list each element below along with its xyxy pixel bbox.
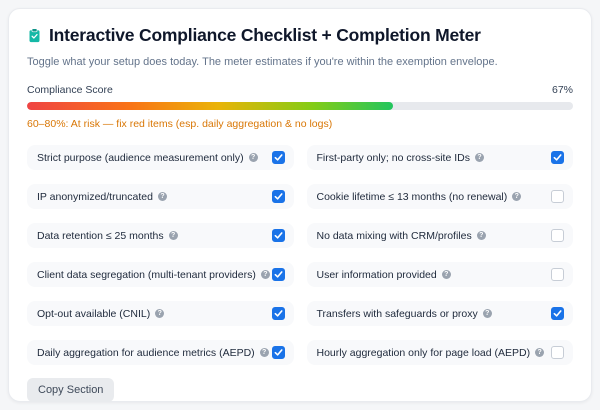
checklist-item[interactable]: Client data segregation (multi-tenant pr… <box>27 262 294 287</box>
meter-fill <box>27 102 393 110</box>
info-icon[interactable]: ? <box>482 309 492 318</box>
checklist-item-label: Cookie lifetime ≤ 13 months (no renewal) <box>316 190 508 203</box>
checklist-item-label: Data retention ≤ 25 months <box>37 229 164 242</box>
copy-section-button[interactable]: Copy Section <box>27 378 115 402</box>
checklist-item-label: User information provided <box>316 268 437 281</box>
clipboard-icon <box>29 28 40 43</box>
checklist-item-label: IP anonymized/truncated <box>37 190 153 203</box>
checklist-item-label: No data mixing with CRM/profiles <box>316 229 472 242</box>
checkbox[interactable] <box>551 229 564 242</box>
checklist-item-label: Daily aggregation for audience metrics (… <box>37 346 255 359</box>
checkbox[interactable] <box>551 190 564 203</box>
meter-value: 67% <box>551 84 573 96</box>
checkbox[interactable] <box>551 307 564 320</box>
info-icon[interactable]: ? <box>168 231 178 240</box>
checklist-item[interactable]: First-party only; no cross-site IDs ? <box>306 145 573 170</box>
info-icon[interactable]: ? <box>260 270 270 279</box>
info-icon[interactable]: ? <box>512 192 522 201</box>
checklist-item-label: Strict purpose (audience measurement onl… <box>37 151 244 164</box>
checklist-item-label: First-party only; no cross-site IDs <box>316 151 470 164</box>
checklist-item-label: Client data segregation (multi-tenant pr… <box>37 268 256 281</box>
checkbox[interactable] <box>551 268 564 281</box>
info-icon[interactable]: ? <box>155 309 165 318</box>
checkbox[interactable] <box>551 346 564 359</box>
info-icon[interactable]: ? <box>441 270 451 279</box>
info-icon[interactable]: ? <box>535 348 545 357</box>
checklist-item[interactable]: No data mixing with CRM/profiles ? <box>306 223 573 248</box>
info-icon[interactable]: ? <box>474 153 484 162</box>
checkbox[interactable] <box>271 268 285 281</box>
checklist-item-label: Opt-out available (CNIL) <box>37 307 151 320</box>
compliance-meter: Compliance Score 67% 60–80%: At risk — f… <box>27 84 573 130</box>
checklist-item[interactable]: User information provided ? <box>306 262 573 287</box>
checkbox[interactable] <box>551 151 564 164</box>
info-icon[interactable]: ? <box>476 231 486 240</box>
info-icon[interactable]: ? <box>259 348 269 357</box>
meter-track <box>27 102 573 110</box>
compliance-card: Interactive Compliance Checklist + Compl… <box>8 8 592 402</box>
checkbox[interactable] <box>271 151 285 164</box>
checkbox[interactable] <box>271 229 285 242</box>
checklist-item[interactable]: Opt-out available (CNIL) ? <box>27 301 294 326</box>
page-subtitle: Toggle what your setup does today. The m… <box>27 56 498 68</box>
checkbox[interactable] <box>271 190 285 203</box>
checklist-item-label: Hourly aggregation only for page load (A… <box>316 346 531 359</box>
checklist-item[interactable]: Cookie lifetime ≤ 13 months (no renewal)… <box>306 184 573 209</box>
checklist-item[interactable]: Data retention ≤ 25 months ? <box>27 223 294 248</box>
checklist-item[interactable]: IP anonymized/truncated ? <box>27 184 294 209</box>
checklist-item-label: Transfers with safeguards or proxy <box>316 307 478 320</box>
checklist-item[interactable]: Hourly aggregation only for page load (A… <box>306 340 573 365</box>
meter-label: Compliance Score <box>27 84 113 96</box>
info-icon[interactable]: ? <box>248 153 258 162</box>
meter-status-text: 60–80%: At risk — fix red items (esp. da… <box>27 118 333 130</box>
info-icon[interactable]: ? <box>157 192 167 201</box>
checklist-item[interactable]: Daily aggregation for audience metrics (… <box>27 340 294 365</box>
card-header: Interactive Compliance Checklist + Compl… <box>27 25 573 46</box>
page-title: Interactive Compliance Checklist + Compl… <box>49 25 481 45</box>
checklist-item[interactable]: Transfers with safeguards or proxy ? <box>306 301 573 326</box>
checkbox[interactable] <box>271 307 285 320</box>
checkbox[interactable] <box>271 346 285 359</box>
checklist-item[interactable]: Strict purpose (audience measurement onl… <box>27 145 294 170</box>
checklist-grid: Strict purpose (audience measurement onl… <box>27 145 573 365</box>
